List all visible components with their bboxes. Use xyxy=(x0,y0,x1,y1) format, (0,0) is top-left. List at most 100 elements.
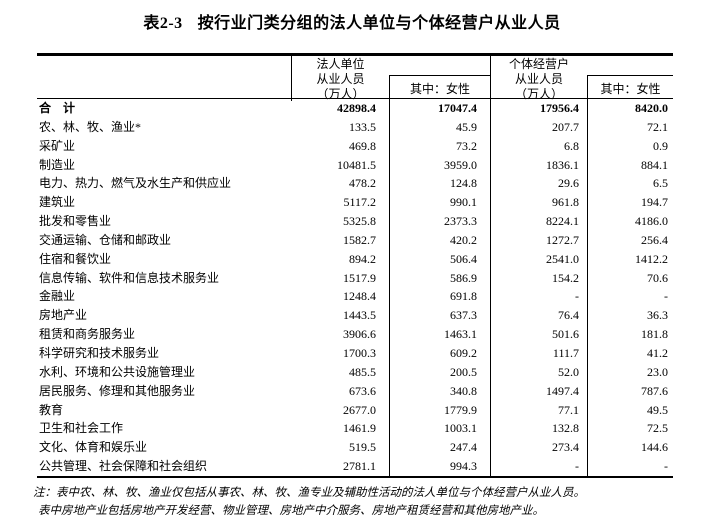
value-cell: 111.7 xyxy=(490,343,587,363)
value-cell: 1412.2 xyxy=(587,249,673,269)
value-cell: 42898.4 xyxy=(337,101,376,115)
table-row: 卫生和社会工作 1461.9 1003.1 132.8 72.5 xyxy=(37,419,673,439)
value-cell: 17956.4 xyxy=(490,99,587,118)
value-cell: 181.8 xyxy=(587,325,673,344)
value-cell: 0.9 xyxy=(587,136,673,156)
table-notes: 注：表中农、林、牧、渔业仅包括从事农、林、牧、渔专业及辅助性活动的法人单位与个体… xyxy=(33,484,704,520)
row-label: 卫生和社会工作 xyxy=(39,421,124,436)
value-cell: 2373.3 xyxy=(389,212,490,231)
value-cell: 609.2 xyxy=(389,343,490,363)
value-cell: 5325.8 xyxy=(343,214,376,229)
value-cell: 673.6 xyxy=(349,383,376,398)
value-cell: 194.7 xyxy=(587,193,673,213)
value-cell: 41.2 xyxy=(587,343,673,363)
row-label: 合 计 xyxy=(39,101,76,115)
value-cell: 3959.0 xyxy=(389,155,490,175)
value-cell: 10481.5 xyxy=(337,157,376,172)
row-label: 租赁和商务服务业 xyxy=(39,327,136,342)
value-cell: 247.4 xyxy=(389,438,490,458)
header-line: 法人单位 xyxy=(316,57,365,71)
value-cell: 124.8 xyxy=(389,174,490,194)
page-title: 表2-3 按行业门类分组的法人单位与个体经营户从业人员 xyxy=(0,9,704,33)
row-label: 居民服务、修理和其他服务业 xyxy=(39,383,196,398)
value-cell: 990.1 xyxy=(389,193,490,213)
table-number: 表2-3 xyxy=(143,15,183,32)
value-cell: 200.5 xyxy=(389,362,490,382)
table-row: 采矿业 469.8 73.2 6.8 0.9 xyxy=(37,136,673,156)
value-cell: 77.1 xyxy=(490,400,587,420)
header-self-employed: 个体经营户 从业人员 （万人） xyxy=(490,56,587,102)
value-cell: 894.2 xyxy=(349,251,376,266)
value-cell: 1461.9 xyxy=(343,421,376,436)
value-cell: 3906.6 xyxy=(343,327,376,342)
value-cell: 29.6 xyxy=(490,174,587,194)
value-cell: 519.5 xyxy=(349,440,376,455)
note-line: 表中房地产业包括房地产开发经营、物业管理、房地产中介服务、房地产租赁经营和其他房… xyxy=(38,504,544,517)
value-cell: 1779.9 xyxy=(389,400,490,420)
table-header: 法人单位 从业人员 （万人） 其中：女性 个体经营户 从业人员 （万人） 其中：… xyxy=(37,53,673,102)
value-cell: 884.1 xyxy=(587,155,673,175)
table-row: 教育 2677.0 1779.9 77.1 49.5 xyxy=(37,400,673,420)
value-cell: 1497.4 xyxy=(490,381,587,401)
table-row: 公共管理、社会保障和社会组织 2781.1 994.3- - xyxy=(37,457,673,476)
value-cell: 1463.1 xyxy=(389,325,490,344)
row-label: 农、林、牧、渔业* xyxy=(39,119,142,134)
value-cell: 1443.5 xyxy=(343,308,376,323)
header-line: 个体经营户 xyxy=(508,57,569,71)
table-row: 居民服务、修理和其他服务业 673.6 340.8 1497.4 787.6 xyxy=(37,381,673,401)
value-cell: 1836.1 xyxy=(490,155,587,175)
table-row: 电力、热力、燃气及水生产和供应业 478.2 124.8 29.6 6.5 xyxy=(37,174,673,194)
row-label: 建筑业 xyxy=(39,195,76,210)
header-legal-units: 法人单位 从业人员 （万人） xyxy=(292,56,389,101)
value-cell: 273.4 xyxy=(490,438,587,458)
value-cell: - xyxy=(490,287,587,307)
header-line: 其中：女性 xyxy=(409,82,470,97)
value-cell: 478.2 xyxy=(349,176,376,191)
row-label: 批发和零售业 xyxy=(39,214,112,229)
value-cell: 49.5 xyxy=(587,400,673,420)
row-label: 公共管理、社会保障和社会组织 xyxy=(39,459,208,474)
value-cell: 1517.9 xyxy=(343,270,376,285)
header-self-employed-female: 其中：女性 xyxy=(587,56,673,102)
female-subheader-box: 其中：女性 xyxy=(389,75,490,102)
row-label: 金融业 xyxy=(39,289,76,304)
value-cell: 6.5 xyxy=(587,174,673,194)
value-cell: 76.4 xyxy=(490,306,587,326)
value-cell: 6.8 xyxy=(490,136,587,156)
value-cell: 1582.7 xyxy=(343,232,376,247)
row-label: 采矿业 xyxy=(39,138,76,153)
value-cell: 5117.2 xyxy=(343,195,376,210)
value-cell: 1248.4 xyxy=(343,289,376,304)
note-line: 注：表中农、林、牧、渔业仅包括从事农、林、牧、渔专业及辅助性活动的法人单位与个体… xyxy=(33,486,585,499)
table-row: 建筑业 5117.2 990.1 961.8 194.7 xyxy=(37,193,673,213)
table-row: 合 计 42898.4 17047.4 17956.4 8420.0 xyxy=(37,99,673,118)
value-cell: 133.5 xyxy=(349,119,376,134)
value-cell: 506.4 xyxy=(389,249,490,269)
value-cell: 340.8 xyxy=(389,381,490,401)
value-cell: 144.6 xyxy=(587,438,673,458)
row-label: 水利、环境和公共设施管理业 xyxy=(39,364,196,379)
header-empty-cell xyxy=(37,56,292,102)
value-cell: 2781.1 xyxy=(343,459,376,474)
table-row: 金融业 1248.4 691.8- - xyxy=(37,287,673,307)
value-cell: 420.2 xyxy=(389,230,490,250)
value-cell: 207.7 xyxy=(490,117,587,137)
value-cell: 2541.0 xyxy=(490,249,587,269)
value-cell: 72.1 xyxy=(587,117,673,137)
value-cell: 8224.1 xyxy=(490,212,587,231)
row-label: 住宿和餐饮业 xyxy=(39,251,112,266)
female-subheader-box: 其中：女性 xyxy=(587,75,673,102)
value-cell: 586.9 xyxy=(389,268,490,288)
row-label: 信息传输、软件和信息技术服务业 xyxy=(39,270,220,285)
row-label: 电力、热力、燃气及水生产和供应业 xyxy=(39,176,232,191)
table-row: 信息传输、软件和信息技术服务业 1517.9 586.9 154.2 70.6 xyxy=(37,268,673,288)
value-cell: 132.8 xyxy=(490,419,587,439)
row-label: 教育 xyxy=(39,402,64,417)
table-title-text: 按行业门类分组的法人单位与个体经营户从业人员 xyxy=(197,15,561,32)
value-cell: 1003.1 xyxy=(389,419,490,439)
value-cell: 36.3 xyxy=(587,306,673,326)
table-row: 房地产业 1443.5 637.3 76.4 36.3 xyxy=(37,306,673,326)
header-line: 其中：女性 xyxy=(600,82,661,97)
table-row: 文化、体育和娱乐业 519.5 247.4 273.4 144.6 xyxy=(37,438,673,458)
value-cell: 4186.0 xyxy=(587,212,673,231)
